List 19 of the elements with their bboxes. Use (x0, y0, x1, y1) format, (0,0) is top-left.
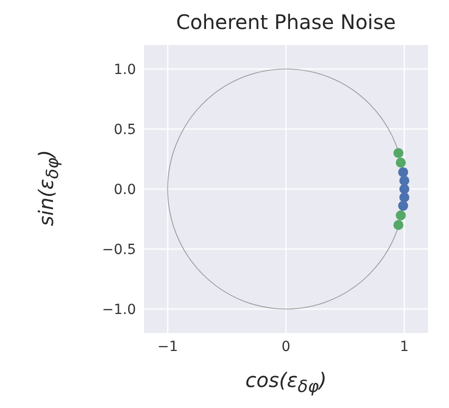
point (393, 220, 404, 230)
point (399, 176, 410, 186)
point (399, 184, 410, 194)
point (399, 192, 410, 202)
y-tick-label: 0.0 (114, 182, 136, 198)
point (396, 158, 406, 168)
x-tick-label: 0 (282, 338, 290, 355)
x-tick-label: 1 (400, 338, 409, 355)
y-tick-label: 0.5 (114, 122, 136, 138)
y-tick-label: −0.5 (102, 242, 136, 258)
x-tick-label: −1 (157, 338, 178, 355)
y-tick-label: 1.0 (114, 62, 136, 78)
y-tick-label: −1.0 (102, 302, 136, 318)
point (393, 148, 404, 158)
point (398, 167, 408, 178)
x-axis-title: cos(ε$_{δφ}$) (244, 368, 328, 396)
point (398, 200, 408, 211)
chart-title: Coherent Phase Noise (175, 10, 397, 34)
point (396, 210, 406, 220)
